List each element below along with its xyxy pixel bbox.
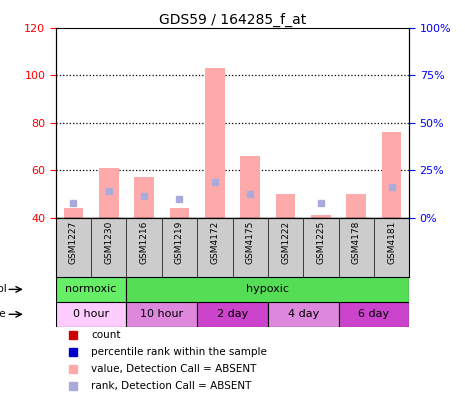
Text: GSM1227: GSM1227 [69, 221, 78, 264]
Text: GSM4175: GSM4175 [246, 221, 255, 264]
Bar [170, 208, 189, 217]
Text: hypoxic: hypoxic [246, 284, 289, 294]
Bar [197, 302, 268, 327]
Text: time: time [0, 309, 7, 319]
Text: percentile rank within the sample: percentile rank within the sample [91, 346, 267, 356]
Text: 2 day: 2 day [217, 309, 248, 319]
Bar [64, 208, 83, 217]
Bar [339, 302, 409, 327]
Bar [126, 302, 197, 327]
Text: GSM1216: GSM1216 [140, 221, 149, 264]
Text: 0 hour: 0 hour [73, 309, 109, 319]
Bar [268, 302, 339, 327]
Text: 6 day: 6 day [359, 309, 389, 319]
Text: GSM4181: GSM4181 [387, 221, 396, 264]
Text: count: count [91, 329, 120, 340]
Text: protocol: protocol [0, 284, 7, 294]
Bar [56, 277, 126, 302]
Text: value, Detection Call = ABSENT: value, Detection Call = ABSENT [91, 364, 257, 373]
Text: GSM1222: GSM1222 [281, 221, 290, 264]
Bar [276, 194, 295, 217]
Bar [240, 156, 260, 217]
Text: GSM4178: GSM4178 [352, 221, 361, 264]
Bar [205, 68, 225, 217]
Text: GSM1225: GSM1225 [316, 221, 326, 264]
Text: rank, Detection Call = ABSENT: rank, Detection Call = ABSENT [91, 381, 252, 390]
Text: GSM1230: GSM1230 [104, 221, 113, 264]
Text: GSM1219: GSM1219 [175, 221, 184, 264]
Text: GSM4172: GSM4172 [210, 221, 219, 264]
Bar [311, 215, 331, 217]
Bar [346, 194, 366, 217]
Bar [99, 168, 119, 217]
Title: GDS59 / 164285_f_at: GDS59 / 164285_f_at [159, 13, 306, 27]
Text: normoxic: normoxic [66, 284, 117, 294]
Bar [382, 132, 401, 217]
Bar [126, 277, 409, 302]
Bar [134, 177, 154, 217]
Bar [56, 302, 126, 327]
Text: 10 hour: 10 hour [140, 309, 183, 319]
Text: 4 day: 4 day [287, 309, 319, 319]
